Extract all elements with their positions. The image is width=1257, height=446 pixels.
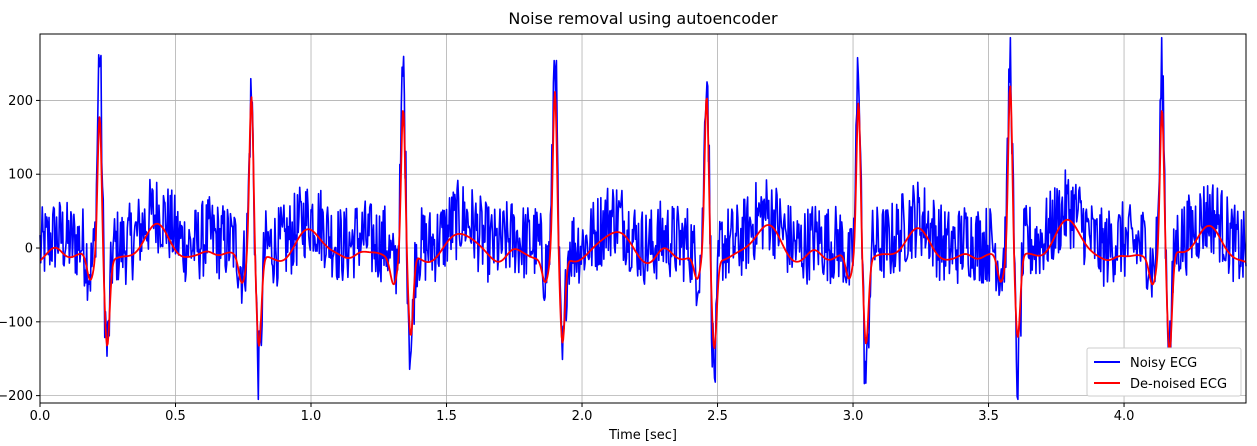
y-tick-label: 0 — [25, 242, 33, 257]
series-line-denoised-ecg — [39, 85, 1247, 352]
x-tick-label: 0.0 — [30, 409, 51, 424]
x-tick-label: 1.0 — [301, 409, 322, 424]
plot-frame — [39, 33, 1247, 404]
x-axis-title: Time [sec] — [608, 428, 677, 443]
y-tick-label: −200 — [0, 389, 33, 404]
x-tick-label: 2.0 — [572, 409, 593, 424]
y-tick-label: −100 — [0, 315, 33, 330]
series-layer — [39, 36, 1247, 401]
legend: Noisy ECG De-noised ECG — [1086, 347, 1242, 397]
chart-title: Noise removal using autoencoder — [508, 9, 778, 28]
x-tick-label: 4.0 — [1114, 409, 1135, 424]
legend-label-noisy: Noisy ECG — [1130, 356, 1197, 371]
legend-box — [1086, 347, 1242, 397]
x-axis-ticks: 0.0 0.5 1.0 1.5 2.0 2.5 3.0 3.5 4.0 — [30, 403, 1135, 424]
y-tick-label: 100 — [8, 168, 33, 183]
x-tick-label: 1.5 — [436, 409, 457, 424]
x-tick-label: 2.5 — [707, 409, 728, 424]
legend-label-denoised: De-noised ECG — [1130, 377, 1227, 392]
x-tick-label: 0.5 — [165, 409, 186, 424]
y-axis-ticks: −200 −100 0 100 200 — [0, 94, 40, 404]
y-tick-label: 200 — [8, 94, 33, 109]
x-tick-label: 3.5 — [978, 409, 999, 424]
series-line-noisy-ecg — [39, 36, 1247, 401]
grid — [39, 34, 1246, 403]
x-tick-label: 3.0 — [843, 409, 864, 424]
